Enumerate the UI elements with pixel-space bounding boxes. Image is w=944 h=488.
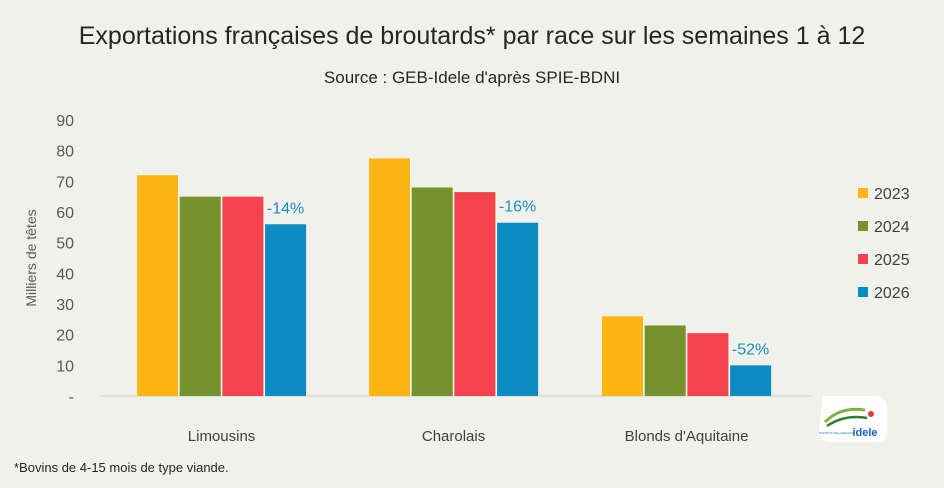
bars-group bbox=[137, 158, 772, 396]
bar-2024-0 bbox=[179, 196, 221, 396]
bar-2023-2 bbox=[602, 316, 643, 396]
y-tick-label: 50 bbox=[56, 236, 74, 253]
bar-2025-0 bbox=[222, 196, 264, 396]
legend-label: 2024 bbox=[874, 219, 910, 236]
bar-2026-2 bbox=[730, 365, 772, 396]
y-tick-label: 80 bbox=[56, 144, 74, 161]
bar-2026-1 bbox=[497, 222, 539, 396]
y-axis-ticks: - 10 20 30 40 50 60 70 80 90 bbox=[56, 113, 74, 406]
annotations-group: -14% -16% -52% bbox=[267, 199, 769, 359]
svg-text:INSTITUT DE L'ÉLEVAGE: INSTITUT DE L'ÉLEVAGE bbox=[819, 430, 854, 435]
y-tick-label: 70 bbox=[56, 174, 74, 191]
x-category-label: Charolais bbox=[422, 428, 485, 445]
bar-2023-1 bbox=[369, 158, 410, 396]
legend: 2023 2024 2025 2026 bbox=[858, 186, 910, 302]
y-tick-label: 60 bbox=[56, 205, 74, 222]
y-tick-label: - bbox=[69, 389, 74, 406]
bar-2024-1 bbox=[411, 187, 453, 396]
y-axis-label: Milliers de têtes bbox=[23, 209, 39, 306]
bar-2024-2 bbox=[644, 325, 686, 396]
footnote: *Bovins de 4-15 mois de type viande. bbox=[14, 460, 229, 475]
chart-subtitle: Source : GEB-Idele d'après SPIE-BDNI bbox=[323, 68, 621, 87]
bar-2025-2 bbox=[687, 333, 729, 396]
legend-swatch-2023 bbox=[858, 188, 868, 198]
change-annotation: -16% bbox=[499, 199, 536, 216]
bar-2026-0 bbox=[265, 224, 307, 396]
bar-2025-1 bbox=[454, 192, 496, 396]
legend-label: 2026 bbox=[874, 285, 910, 302]
x-axis-labels: Limousins Charolais Blonds d'Aquitaine bbox=[188, 428, 749, 445]
change-annotation: -14% bbox=[267, 200, 304, 217]
y-tick-label: 20 bbox=[56, 328, 74, 345]
y-tick-label: 40 bbox=[56, 266, 74, 283]
legend-label: 2023 bbox=[874, 186, 910, 203]
legend-swatch-2025 bbox=[858, 254, 868, 264]
change-annotation: -52% bbox=[732, 341, 769, 358]
legend-swatch-2026 bbox=[858, 287, 868, 297]
x-category-label: Limousins bbox=[188, 428, 256, 445]
y-tick-label: 30 bbox=[56, 297, 74, 314]
legend-label: 2025 bbox=[874, 252, 910, 269]
svg-text:idele: idele bbox=[852, 427, 877, 439]
x-category-label: Blonds d'Aquitaine bbox=[625, 428, 749, 445]
bar-2023-0 bbox=[137, 175, 178, 396]
y-tick-label: 90 bbox=[56, 113, 74, 130]
y-tick-label: 10 bbox=[56, 358, 74, 375]
legend-swatch-2024 bbox=[858, 221, 868, 231]
chart-title: Exportations françaises de broutards* pa… bbox=[78, 22, 866, 50]
idele-logo: idele INSTITUT DE L'ÉLEVAGE bbox=[819, 396, 887, 442]
